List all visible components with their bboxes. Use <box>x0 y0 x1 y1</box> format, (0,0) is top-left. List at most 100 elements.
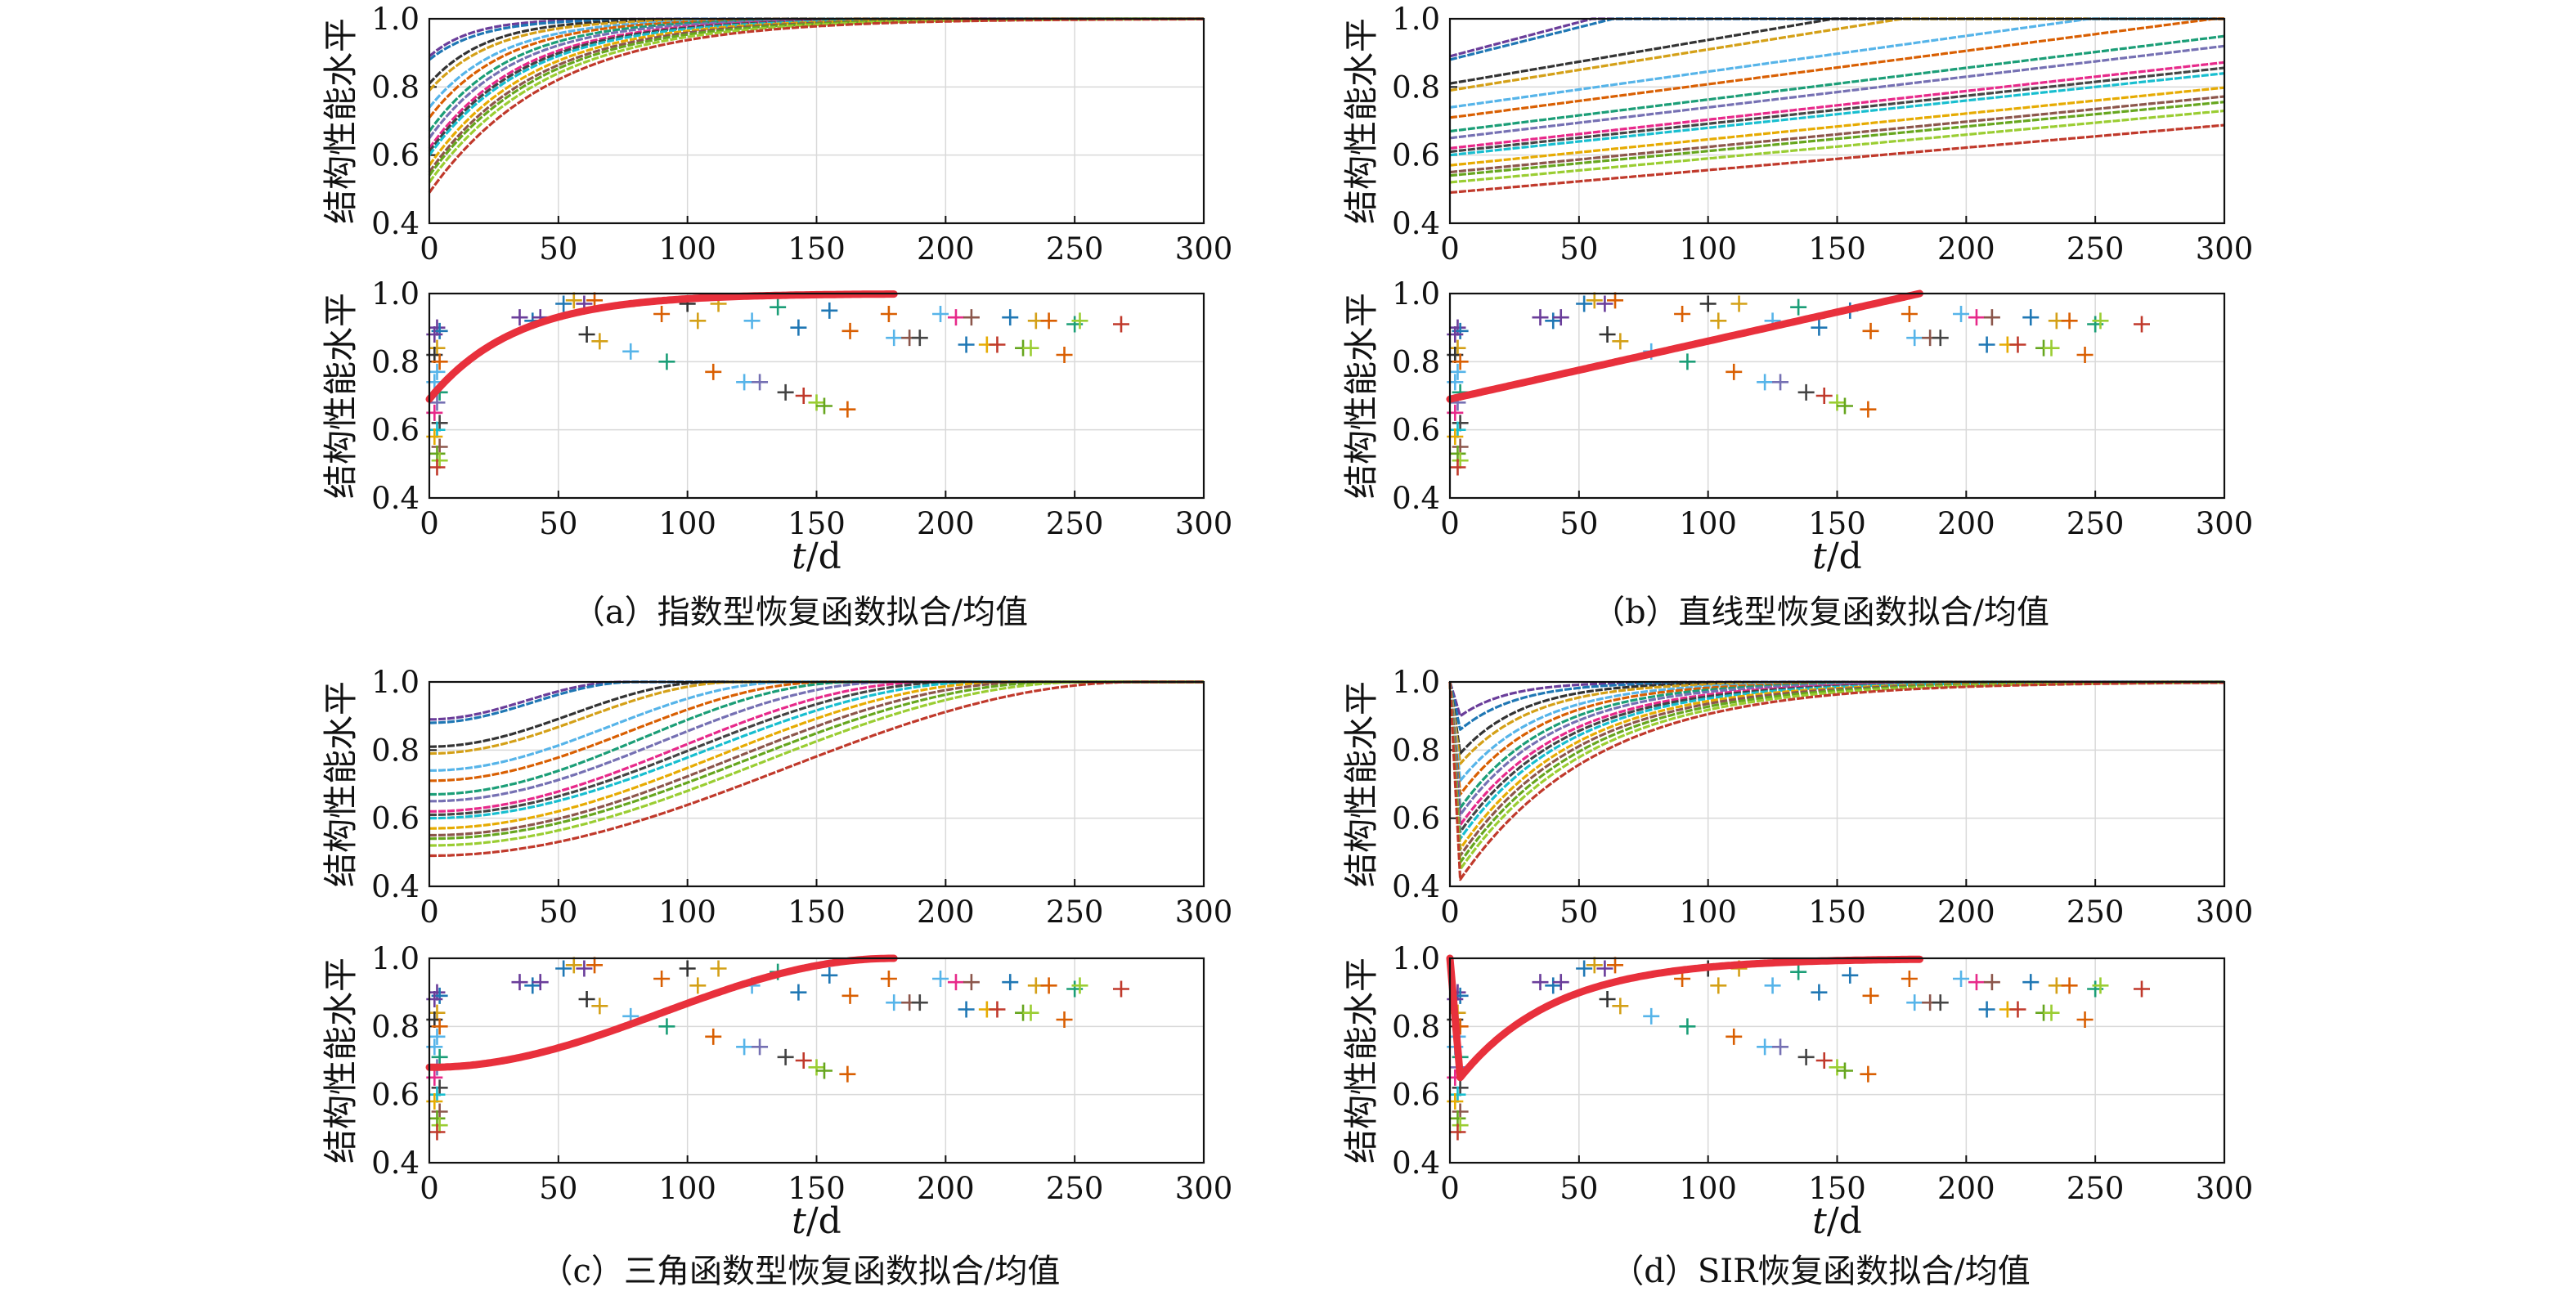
panel-b-fitted-curve-7 <box>1449 44 2225 140</box>
panel-a-obs-17 <box>429 459 446 476</box>
panel-d-obs-43 <box>1842 966 1859 984</box>
panel-a-obs-15 <box>429 445 446 462</box>
panel-c-obs-29 <box>653 971 671 987</box>
panel-b-obs-51 <box>1968 309 1985 326</box>
panel-b-obs-33 <box>1730 295 1748 312</box>
panel-b-obs-50 <box>1953 306 1970 322</box>
panel-b-bottom-ytick-label-1: 0.6 <box>1392 413 1440 448</box>
panel-c-obs-11 <box>431 1079 448 1096</box>
panel-b-obs-30 <box>1699 295 1717 312</box>
panel-b-bottom-ytick-label-2: 0.8 <box>1392 344 1440 379</box>
panel-d-obs-64 <box>2133 980 2150 998</box>
panel-b-obs-22 <box>1586 292 1603 309</box>
panel-c-obs-17 <box>429 1123 446 1141</box>
panel-a-obs-28 <box>658 353 675 370</box>
panel-d-bottom-ytick-label-0: 0.4 <box>1392 1146 1440 1181</box>
panel-c-top-xtick-label-2: 100 <box>658 895 716 930</box>
panel-c-obs-34 <box>736 1038 753 1056</box>
panel-c-bottom-ytick-label-3: 1.0 <box>371 941 420 976</box>
panel-a-obs-26 <box>591 333 608 350</box>
panel-b-obs-56 <box>2022 309 2040 326</box>
panel-d-obs-19 <box>1545 977 1562 994</box>
panel-b-obs-3 <box>1449 339 1466 357</box>
panel-a-obs-16 <box>431 452 448 469</box>
panel-b-obs-55 <box>2009 336 2026 353</box>
panel-b-obs-18 <box>1532 309 1549 326</box>
panel-a-obs-25 <box>578 326 595 343</box>
panel-d-obs-12 <box>1449 1086 1466 1103</box>
panel-d-bottom-xtick-label-1: 50 <box>1560 1171 1598 1206</box>
panel-a-obs-32 <box>705 363 722 380</box>
panel-a-obs-43 <box>821 302 838 319</box>
panel-b-obs-45 <box>1862 322 1879 339</box>
panel-a-obs-44 <box>839 401 856 418</box>
panel-c-top-xtick-label-1: 50 <box>539 895 577 930</box>
panel-a-bottom-xtick-label-0: 0 <box>420 506 439 541</box>
panel-c-top-ytick-label-1: 0.6 <box>371 801 420 836</box>
panel-c-obs-6 <box>429 1028 446 1045</box>
panel-c-bottom: 0 50 100 150 200 250 300 0.4 0.6 0.8 1.0 结构性能水平 t/d <box>321 941 1232 1242</box>
panel-c-obs-18 <box>511 974 528 991</box>
panel-c-top-ytick-label-0: 0.4 <box>371 869 420 904</box>
panel-b-top-ytick-label-0: 0.4 <box>1392 206 1440 241</box>
panel-a-top-xtick-label-3: 150 <box>788 231 846 267</box>
panel-c-obs-43 <box>821 966 838 984</box>
panel-d-obs-58 <box>2043 1004 2060 1021</box>
panel-d-mean-curve <box>1446 954 1923 1082</box>
panel-c-top-ytick-label-3: 1.0 <box>371 665 420 700</box>
panel-a-top-xtick-label-6: 300 <box>1175 231 1233 267</box>
panel-c-top-xtick-label-6: 300 <box>1175 895 1233 930</box>
panel-b-bottom: 0 50 100 150 200 250 300 0.4 0.6 0.8 1.0 结构性能水平 t/d <box>1341 276 2253 577</box>
panel-b-obs-41 <box>1829 394 1846 411</box>
panel-a-obs-46 <box>880 306 897 322</box>
panel-c-top: 0 50 100 150 200 250 300 0.4 0.6 0.8 1.0 结构性能水平 <box>321 665 1232 930</box>
panel-b-fitted-curve-14 <box>1449 109 2225 184</box>
panel-a-obs-55 <box>989 336 1006 353</box>
panel-b-obs-0 <box>1449 319 1466 336</box>
panel-c-obs-58 <box>1022 1004 1039 1021</box>
panel-a-bottom-ytick-label-3: 1.0 <box>371 276 420 312</box>
panel-d-obs-63 <box>2092 977 2109 994</box>
panel-d-obs-60 <box>2061 977 2078 994</box>
panel-c-fitted-curve-9 <box>429 680 1204 817</box>
panel-c-bottom-ytick-label-0: 0.4 <box>371 1146 420 1181</box>
panel-d-obs-32 <box>1726 1028 1743 1045</box>
panel-c-xlabel: t/d <box>792 1200 841 1242</box>
panel-b-obs-42 <box>1836 397 1853 415</box>
panel-a-bottom: 0 50 100 150 200 250 300 0.4 0.6 0.8 1.0 结构性能水平 t/d <box>321 276 1232 577</box>
panel-c-obs-56 <box>1002 974 1019 991</box>
panel-d-top: 0 50 100 150 200 250 300 0.4 0.6 0.8 1.0 结构性能水平 <box>1341 665 2253 930</box>
panel-c-bottom-ytick-label-2: 0.8 <box>371 1009 420 1044</box>
panel-c-obs-42 <box>815 1062 832 1079</box>
panel-b-bottom-xtick-label-0: 0 <box>1440 506 1460 541</box>
panel-d-obs-52 <box>1978 1001 1995 1018</box>
panel-d-top-ytick-label-1: 0.6 <box>1392 801 1440 836</box>
panel-b-top-xtick-label-6: 300 <box>2196 231 2254 267</box>
panel-d-obs-31 <box>1710 977 1727 994</box>
panel-b-obs-46 <box>1901 306 1918 322</box>
panel-c-fitted-curve-8 <box>429 680 1204 813</box>
panel-a-bottom-xtick-label-3: 150 <box>788 506 846 541</box>
panel-a-obs-40 <box>790 319 807 336</box>
panel-a-top-xtick-label-4: 200 <box>917 231 975 267</box>
panel-a-bottom-xtick-label-1: 50 <box>539 506 577 541</box>
panel-d-top-ytick-label-2: 0.8 <box>1392 733 1440 768</box>
panel-a-bottom-xtick-label-6: 300 <box>1175 506 1233 541</box>
panel-a-obs-5 <box>431 353 448 370</box>
panel-d-obs-61 <box>2076 1011 2094 1028</box>
panel-b-fitted-curve-9 <box>1449 66 2225 154</box>
panel-c-obs-31 <box>689 977 707 994</box>
panel-d-obs-20 <box>1552 974 1569 991</box>
panel-d-bottom-xtick-label-6: 300 <box>2196 1171 2254 1206</box>
panel-a-xlabel: t/d <box>792 536 841 577</box>
panel-b-fitted-curve-15 <box>1449 123 2225 195</box>
panel-c-bottom-xtick-label-0: 0 <box>420 1171 439 1206</box>
panel-c-obs-53 <box>963 974 980 991</box>
panel-c-mean-curve <box>425 954 898 1071</box>
panel-a-bottom-ytick-label-1: 0.6 <box>371 413 420 448</box>
panel-c-obs-21 <box>555 960 572 977</box>
panel-b-obs-15 <box>1449 445 1466 462</box>
panel-a-obs-58 <box>1022 339 1039 357</box>
panel-d-obs-17 <box>1449 1123 1466 1141</box>
panel-a-top-xtick-label-5: 250 <box>1046 231 1104 267</box>
